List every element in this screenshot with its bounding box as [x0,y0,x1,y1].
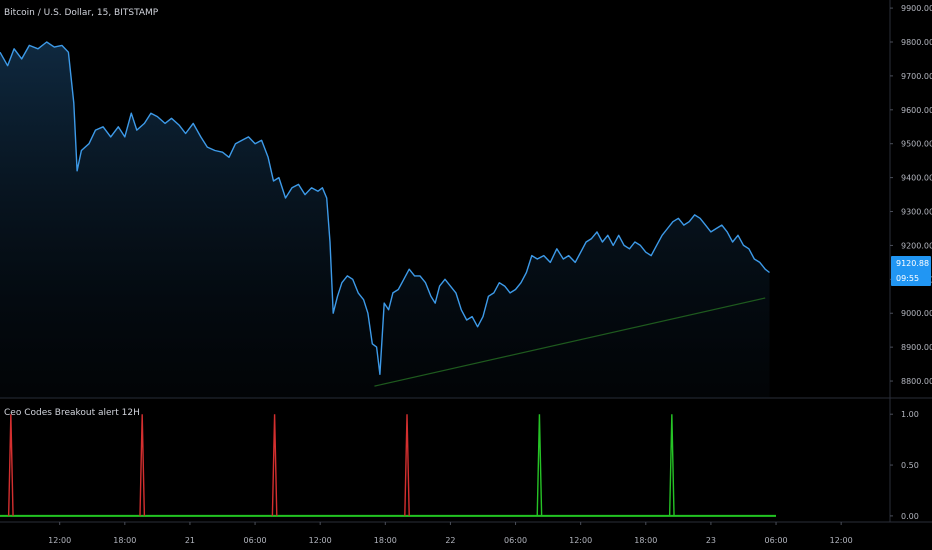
price-axis-tick-label: 9000.00 [901,309,932,318]
indicator-axis-tick-label: 1.00 [901,410,919,419]
signal-spike-sell [271,414,278,516]
price-axis-tick-label: 9400.00 [901,174,932,183]
time-axis-tick-label: 21 [185,536,195,545]
time-axis-tick-label: 18:00 [113,536,136,545]
time-axis-tick-label: 06:00 [765,536,788,545]
time-axis-tick-label: 12:00 [309,536,332,545]
price-axis-tick-label: 9300.00 [901,208,932,217]
price-axis-tick-label: 9900.00 [901,4,932,13]
bar-countdown: 09:55 [896,274,919,283]
time-axis-tick-label: 18:00 [634,536,657,545]
price-axis-tick-label: 9500.00 [901,140,932,149]
time-axis-tick-label: 18:00 [374,536,397,545]
price-area-fill [0,42,770,398]
last-price-badge-bg [891,256,931,286]
time-axis-tick-label: 12:00 [569,536,592,545]
price-axis-tick-label: 9600.00 [901,106,932,115]
price-axis-tick-label: 8800.00 [901,377,932,386]
signal-spike-buy [536,414,543,516]
time-axis-tick-label: 22 [445,536,455,545]
signal-spike-sell [7,414,14,516]
time-axis-tick-label: 23 [706,536,716,545]
last-price-value: 9120.88 [896,259,929,268]
price-axis-tick-label: 9200.00 [901,241,932,250]
time-axis-tick-label: 06:00 [244,536,267,545]
last-price-badge: 9120.88 09:55 [891,256,931,286]
indicator-axis-tick-label: 0.50 [901,461,919,470]
signal-spike-sell [139,414,146,516]
time-axis-tick-label: 12:00 [830,536,853,545]
price-axis-tick-label: 8900.00 [901,343,932,352]
price-axis-tick-label: 9700.00 [901,72,932,81]
time-axis-tick-label: 06:00 [504,536,527,545]
price-axis-tick-label: 9800.00 [901,38,932,47]
price-series-line[interactable] [0,41,770,375]
indicator-axis-tick-label: 0.00 [901,512,919,521]
symbol-title[interactable]: Bitcoin / U.S. Dollar, 15, BITSTAMP [4,8,159,18]
time-axis-tick-label: 12:00 [48,536,71,545]
indicator-title[interactable]: Ceo Codes Breakout alert 12H [4,408,140,418]
trendline-drawing[interactable] [374,297,766,387]
signal-spike-sell [404,414,410,516]
signal-spike-buy [668,414,675,516]
